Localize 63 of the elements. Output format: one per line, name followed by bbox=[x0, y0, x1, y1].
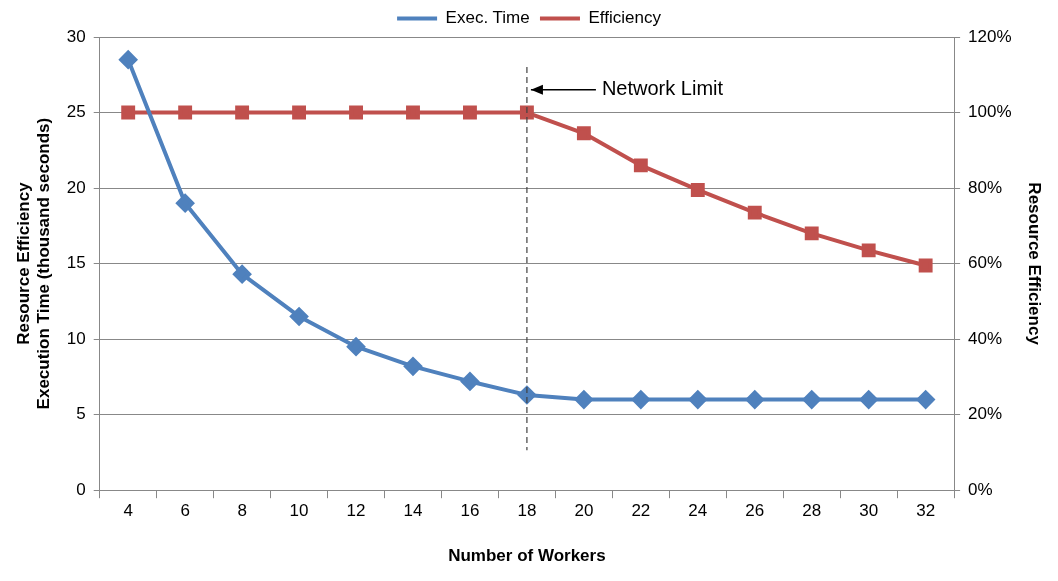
x-tick-label: 8 bbox=[237, 501, 247, 521]
point bbox=[292, 105, 307, 120]
x-tick-label: 24 bbox=[688, 501, 708, 521]
y2-tick-label: 40% bbox=[968, 328, 1003, 348]
point bbox=[121, 105, 136, 120]
point bbox=[918, 258, 933, 273]
point bbox=[916, 390, 935, 409]
y-tick-label: 5 bbox=[76, 404, 86, 424]
x-tick-label: 28 bbox=[802, 501, 822, 521]
legend-label: Exec. Time bbox=[445, 8, 530, 28]
point bbox=[631, 390, 650, 409]
x-tick-label: 6 bbox=[180, 501, 190, 521]
point bbox=[349, 105, 363, 120]
x-axis-title: Number of Workers bbox=[448, 546, 606, 566]
y2-axis-title: Resource Efficiency bbox=[1025, 182, 1045, 346]
y2-tick-label: 0% bbox=[968, 479, 993, 499]
x-tick-label: 18 bbox=[517, 501, 537, 521]
y2-tick-label: 60% bbox=[968, 253, 1003, 273]
point bbox=[119, 50, 138, 69]
point bbox=[233, 265, 252, 284]
x-tick-label: 22 bbox=[631, 501, 651, 521]
point bbox=[235, 105, 250, 120]
y-tick-label: 30 bbox=[66, 26, 86, 46]
x-tick-label: 32 bbox=[916, 501, 936, 521]
x-tick-label: 16 bbox=[460, 501, 480, 521]
x-tick-label: 10 bbox=[289, 501, 309, 521]
point bbox=[463, 105, 477, 120]
x-tick-label: 30 bbox=[859, 501, 879, 521]
point bbox=[747, 205, 762, 220]
x-tick-label: 12 bbox=[346, 501, 366, 521]
x-tick-label: 20 bbox=[574, 501, 594, 521]
point bbox=[176, 194, 195, 213]
point bbox=[688, 390, 707, 409]
y-tick-label: 25 bbox=[66, 102, 86, 122]
point bbox=[574, 390, 593, 409]
point bbox=[406, 105, 420, 120]
y-tick-label: 15 bbox=[66, 253, 86, 273]
legend-label: Efficiency bbox=[588, 8, 662, 28]
point bbox=[460, 372, 479, 391]
y2-tick-label: 20% bbox=[968, 404, 1003, 424]
point bbox=[633, 158, 648, 173]
annotation: Network Limit bbox=[601, 77, 724, 100]
point bbox=[861, 243, 876, 258]
point bbox=[690, 183, 705, 197]
point bbox=[859, 390, 878, 409]
point bbox=[178, 105, 193, 120]
y2-tick-label: 100% bbox=[968, 102, 1012, 122]
point bbox=[347, 337, 366, 356]
x-tick-label: 4 bbox=[123, 501, 133, 521]
point bbox=[403, 357, 422, 376]
x-tick-label: 14 bbox=[403, 501, 423, 521]
y2-tick-label: 120% bbox=[968, 26, 1012, 46]
point bbox=[576, 126, 591, 141]
x-tick-label: 26 bbox=[745, 501, 765, 521]
y-tick-label: 10 bbox=[66, 328, 86, 348]
y-tick-label: 0 bbox=[76, 479, 86, 499]
y-tick-label: 20 bbox=[66, 177, 86, 197]
point bbox=[802, 390, 821, 409]
y-axis-title: Resource Efficiency Execution Time (thousand seconds) bbox=[13, 117, 54, 410]
y2-tick-label: 80% bbox=[968, 177, 1003, 197]
point bbox=[290, 307, 309, 326]
point bbox=[804, 226, 819, 241]
point bbox=[745, 390, 764, 409]
